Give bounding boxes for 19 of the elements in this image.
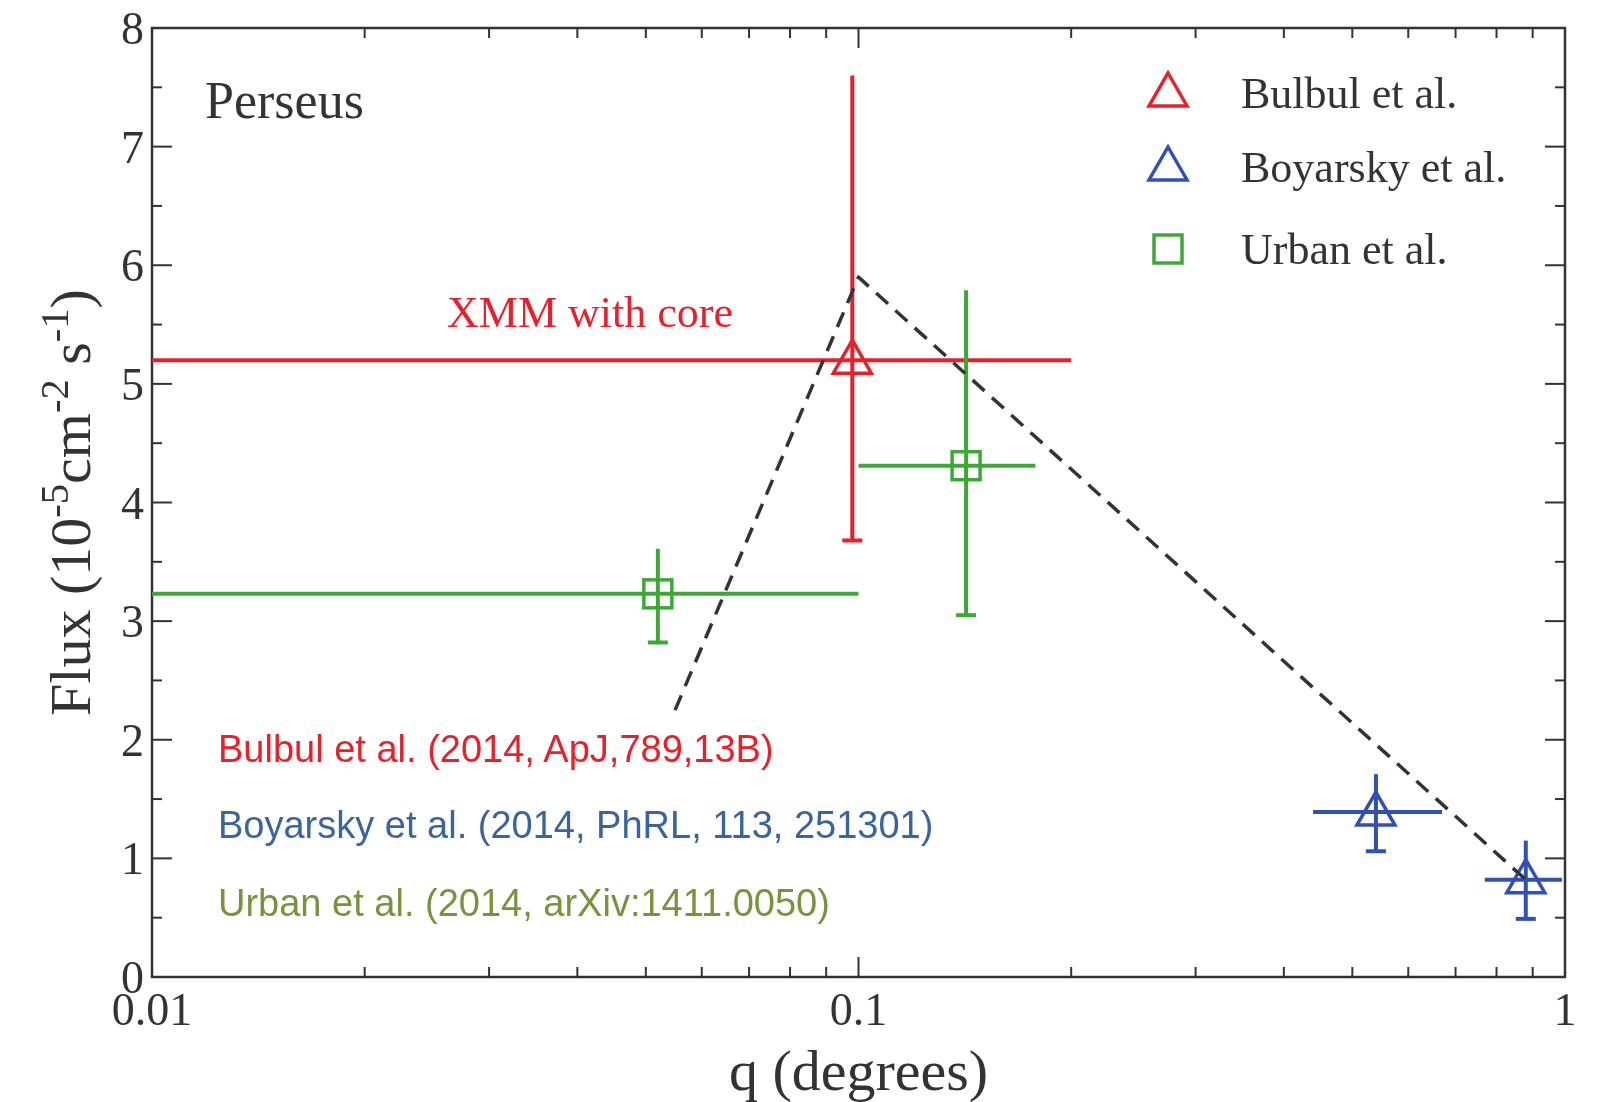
legend-label: Urban et al.: [1241, 225, 1448, 274]
y-tick-label: 4: [121, 477, 144, 529]
y-tick-label: 3: [121, 596, 144, 648]
y-tick-label: 7: [121, 121, 144, 173]
y-tick-label: 1: [121, 833, 144, 885]
annotation: Boyarsky et al. (2014, PhRL, 113, 251301): [218, 804, 934, 846]
y-tick-label: 2: [121, 714, 144, 766]
annotation: XMM with core: [447, 288, 733, 337]
y-tick-label: 5: [121, 358, 144, 410]
x-tick-label: 0.1: [829, 984, 888, 1035]
y-tick-label: 8: [121, 3, 144, 54]
y-tick-label: 6: [121, 240, 144, 292]
x-axis-title: q (degrees): [728, 1038, 989, 1102]
legend-label: Boyarsky et al.: [1241, 143, 1507, 192]
annotation: Urban et al. (2014, arXiv:1411.0050): [218, 882, 830, 924]
legend-label: Bulbul et al.: [1241, 69, 1458, 118]
x-tick-label: 1: [1553, 984, 1577, 1035]
text: Perseus: [205, 72, 364, 129]
annotation: Bulbul et al. (2014, ApJ,789,13B): [218, 728, 774, 770]
